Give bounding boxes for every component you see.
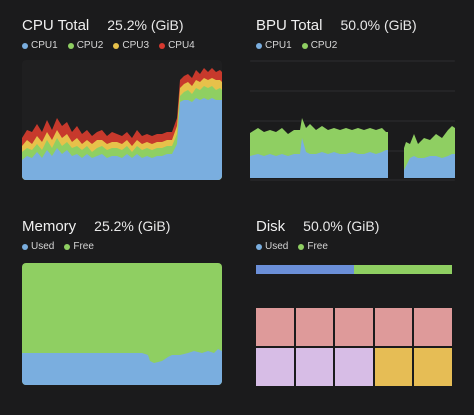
bpu-area-chart <box>250 60 455 181</box>
legend-item-used: Used <box>256 241 288 252</box>
disk-header: Disk 50.0% (GiB) <box>256 218 466 235</box>
legend-dot-icon <box>256 42 262 49</box>
cpu-value: 25.2% (GiB) <box>107 17 184 33</box>
legend-item-cpu2: CPU2 <box>301 40 338 51</box>
disk-block <box>414 308 452 346</box>
disk-block <box>414 348 452 386</box>
cpu-title: CPU Total <box>22 17 90 34</box>
disk-block <box>335 348 373 386</box>
legend-dot-icon <box>298 243 305 250</box>
bpu-title: BPU Total <box>256 17 323 34</box>
cpu1-area <box>22 98 222 180</box>
legend-item-cpu2: CPU2 <box>67 40 104 51</box>
legend-label: Used <box>265 241 289 252</box>
legend-label: CPU4 <box>168 40 195 51</box>
disk-title: Disk <box>256 218 286 235</box>
disk-block-grid <box>256 308 452 386</box>
disk-used-segment <box>256 265 354 274</box>
bpu-header: BPU Total 50.0% (GiB) <box>256 17 466 34</box>
disk-free-segment <box>354 265 452 274</box>
cpu-header: CPU Total 25.2% (GiB) <box>22 17 232 34</box>
legend-item-free: Free <box>64 241 94 252</box>
legend-dot-icon <box>22 42 28 49</box>
legend-dot-icon <box>256 243 262 250</box>
legend-dot-icon <box>113 42 120 49</box>
legend-label: CPU2 <box>310 40 338 51</box>
disk-value: 50.0% (GiB) <box>303 218 380 234</box>
disk-block <box>374 348 413 386</box>
disk-block <box>335 308 373 346</box>
legend-label: Free <box>307 241 328 252</box>
cpu-panel: CPU Total 25.2% (GiB) CPU1 CPU2 CPU3 CPU… <box>22 17 232 187</box>
memory-title: Memory <box>22 218 77 235</box>
legend-item-free: Free <box>298 241 328 252</box>
cpu-legend: CPU1 CPU2 CPU3 CPU4 <box>22 40 232 51</box>
legend-dot-icon <box>64 243 71 250</box>
legend-label: CPU1 <box>265 40 292 51</box>
legend-label: CPU1 <box>31 40 58 51</box>
legend-item-cpu4: CPU4 <box>159 40 195 51</box>
bpu-cpu1-area-b <box>404 154 455 178</box>
bpu-panel: BPU Total 50.0% (GiB) CPU1 CPU2 <box>256 17 466 57</box>
disk-block <box>256 308 294 346</box>
memory-legend: Used Free <box>22 241 232 252</box>
memory-used-area <box>22 349 222 385</box>
memory-value: 25.2% (GiB) <box>94 218 171 234</box>
legend-item-cpu1: CPU1 <box>256 40 292 51</box>
legend-item-cpu1: CPU1 <box>22 40 58 51</box>
legend-item-used: Used <box>22 241 54 252</box>
bpu-value: 50.0% (GiB) <box>340 17 417 33</box>
legend-label: Free <box>73 241 94 252</box>
disk-block <box>295 308 334 346</box>
memory-panel: Memory 25.2% (GiB) Used Free <box>22 218 232 258</box>
legend-dot-icon <box>67 42 74 49</box>
legend-dot-icon <box>159 42 166 49</box>
legend-label: CPU2 <box>76 40 104 51</box>
disk-usage-bar <box>256 265 452 274</box>
cpu-area-chart <box>22 60 222 180</box>
legend-dot-icon <box>22 243 28 250</box>
bpu-legend: CPU1 CPU2 <box>256 40 466 51</box>
legend-item-cpu3: CPU3 <box>113 40 149 51</box>
disk-block <box>374 308 413 346</box>
disk-block <box>256 348 294 386</box>
disk-panel: Disk 50.0% (GiB) Used Free <box>256 218 466 258</box>
legend-label: CPU3 <box>122 40 150 51</box>
bpu-cpu1-area-a <box>250 138 388 178</box>
legend-label: Used <box>31 241 55 252</box>
memory-area-chart <box>22 263 222 385</box>
legend-dot-icon <box>301 42 308 49</box>
disk-legend: Used Free <box>256 241 466 252</box>
memory-header: Memory 25.2% (GiB) <box>22 218 232 235</box>
disk-block <box>295 348 334 386</box>
